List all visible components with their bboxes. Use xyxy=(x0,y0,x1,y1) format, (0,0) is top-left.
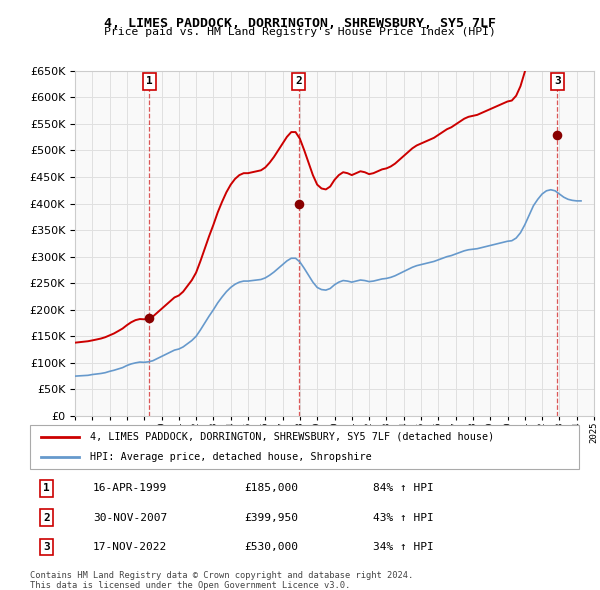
Text: 1: 1 xyxy=(146,77,152,86)
Text: Price paid vs. HM Land Registry's House Price Index (HPI): Price paid vs. HM Land Registry's House … xyxy=(104,27,496,37)
Point xyxy=(294,199,304,208)
FancyBboxPatch shape xyxy=(30,425,579,469)
Text: 34% ↑ HPI: 34% ↑ HPI xyxy=(373,542,434,552)
Text: 84% ↑ HPI: 84% ↑ HPI xyxy=(373,483,434,493)
Text: 17-NOV-2022: 17-NOV-2022 xyxy=(93,542,167,552)
Text: Contains HM Land Registry data © Crown copyright and database right 2024.: Contains HM Land Registry data © Crown c… xyxy=(30,571,413,580)
Text: 4, LIMES PADDOCK, DORRINGTON, SHREWSBURY, SY5 7LF (detached house): 4, LIMES PADDOCK, DORRINGTON, SHREWSBURY… xyxy=(91,432,494,442)
Text: 43% ↑ HPI: 43% ↑ HPI xyxy=(373,513,434,523)
Text: 2: 2 xyxy=(295,77,302,86)
Text: 3: 3 xyxy=(554,77,560,86)
Text: 4, LIMES PADDOCK, DORRINGTON, SHREWSBURY, SY5 7LF: 4, LIMES PADDOCK, DORRINGTON, SHREWSBURY… xyxy=(104,17,496,30)
Text: £530,000: £530,000 xyxy=(244,542,298,552)
Point xyxy=(553,130,562,139)
Text: 2: 2 xyxy=(43,513,50,523)
Text: 16-APR-1999: 16-APR-1999 xyxy=(93,483,167,493)
Text: 1: 1 xyxy=(43,483,50,493)
Text: This data is licensed under the Open Government Licence v3.0.: This data is licensed under the Open Gov… xyxy=(30,581,350,590)
Text: 30-NOV-2007: 30-NOV-2007 xyxy=(93,513,167,523)
Text: £185,000: £185,000 xyxy=(244,483,298,493)
Text: 3: 3 xyxy=(43,542,50,552)
Text: HPI: Average price, detached house, Shropshire: HPI: Average price, detached house, Shro… xyxy=(91,452,372,462)
Point xyxy=(145,313,154,323)
Text: £399,950: £399,950 xyxy=(244,513,298,523)
